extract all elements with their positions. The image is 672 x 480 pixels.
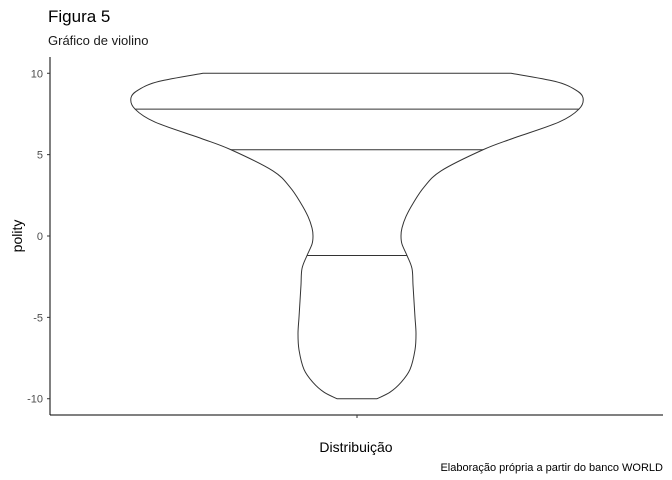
x-axis [50,414,663,418]
y-axis: 10 5 0 -5 -10 [27,57,51,415]
y-tick-label: 10 [31,68,43,80]
chart-caption: Elaboração própria a partir do banco WOR… [440,462,663,474]
y-tick-label: -10 [27,394,43,406]
chart-subtitle: Gráfico de violino [48,33,148,48]
y-tick-label: 0 [37,231,43,243]
chart-title: Figura 5 [48,7,110,26]
plot-area: 10 5 0 -5 -10 [27,57,663,418]
y-axis-title: polity [9,220,25,253]
y-tick-label: -5 [33,312,43,324]
x-axis-title: Distribuição [319,439,392,455]
violin-layer [130,72,584,400]
y-tick-label: 5 [37,150,43,162]
violin-body [130,72,584,400]
